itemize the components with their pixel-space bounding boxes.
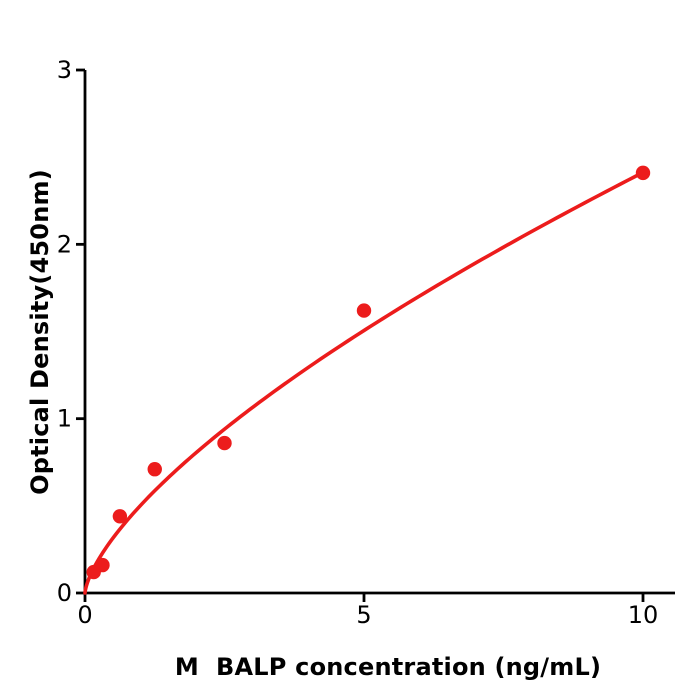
y-axis-title: Optical Density(450nm) [26,169,54,495]
x-axis-title: M BALP concentration (ng/mL) [174,653,602,681]
data-point [112,509,128,524]
y-tick-label: 1 [57,405,72,433]
data-point [356,303,372,318]
data-point [95,557,110,573]
y-tick-label: 3 [57,56,72,84]
y-tick-label: 2 [57,230,72,258]
x-tick-label: 0 [77,601,92,629]
x-tick-label: 5 [356,601,371,629]
data-point [147,462,162,477]
x-tick-label: 10 [628,601,659,629]
y-tick-label: 0 [57,579,72,607]
data-point [635,165,651,181]
fit-curve [83,170,645,595]
data-point [217,435,232,451]
